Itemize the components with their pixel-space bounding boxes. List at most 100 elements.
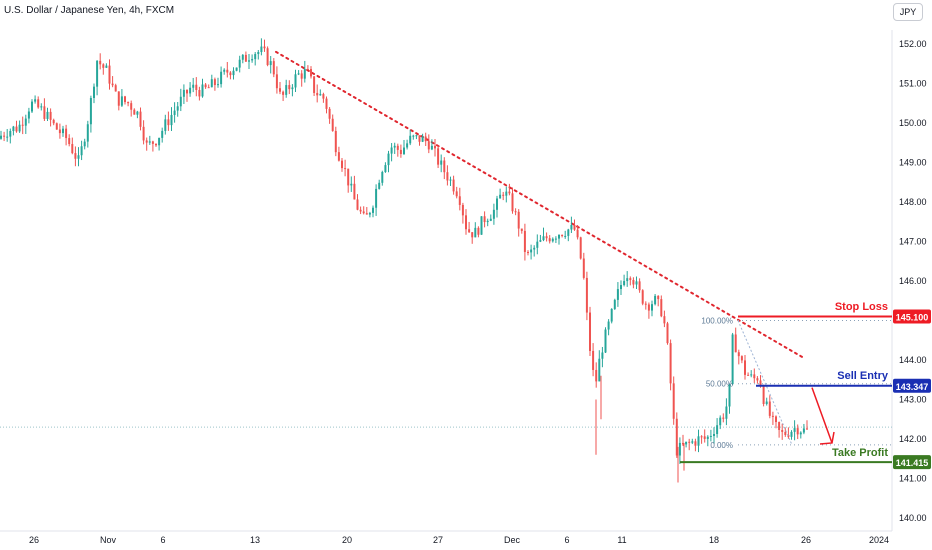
candle-body [564, 235, 567, 237]
candle-body [241, 54, 244, 60]
candle-body [477, 227, 480, 235]
candle-body [613, 299, 616, 309]
candle-body [430, 145, 433, 150]
candle-body [542, 236, 545, 241]
candle-body [626, 278, 629, 282]
candle-body [179, 96, 182, 107]
fib-level-label: 100.00% [701, 317, 733, 326]
candle-body [750, 374, 753, 376]
candle-body [744, 360, 746, 375]
candle-body [142, 126, 145, 141]
candle-body [570, 224, 573, 230]
candle-body [136, 111, 139, 115]
candle-body [682, 442, 684, 445]
candle-body [480, 216, 483, 235]
candle-body [204, 84, 207, 88]
candle-body [285, 85, 288, 95]
candle-body [573, 224, 576, 230]
candle-body [12, 126, 15, 132]
candle-body [409, 135, 412, 144]
candle-body [641, 290, 644, 304]
candle-body [68, 138, 71, 145]
candle-body [316, 92, 319, 96]
candle-body [158, 137, 161, 146]
candle-body [170, 114, 173, 126]
candle-body [598, 358, 601, 382]
y-tick-label: 148.00 [899, 197, 927, 207]
candle-body [771, 415, 774, 417]
candle-body [514, 211, 517, 213]
candle-body [499, 194, 502, 199]
candle-body [582, 258, 585, 278]
y-tick-label: 140.00 [899, 513, 927, 523]
price-tag-bg [893, 455, 931, 470]
y-tick-label: 142.00 [899, 434, 927, 444]
candle-body [52, 119, 55, 124]
candle-body [46, 111, 49, 119]
candle-body [306, 68, 309, 70]
candle-body [607, 321, 610, 330]
candle-body [483, 216, 486, 223]
candle-body [502, 194, 505, 196]
candle-body [288, 85, 291, 90]
x-axis-ticks: 26 Nov 6 13 20 27 Dec 6 11 18 26 2024 [29, 535, 889, 545]
x-tick-label: Nov [100, 535, 117, 545]
candle-body [226, 69, 229, 73]
candle-body [709, 435, 712, 437]
candle-body [176, 106, 179, 111]
candle-body [663, 316, 666, 324]
candle-body [728, 384, 731, 407]
projection-arrow-shaft [811, 387, 833, 444]
candle-body [520, 228, 523, 231]
candle-body [167, 119, 170, 126]
candle-body [725, 406, 728, 419]
candle-body [195, 84, 198, 91]
candle-body [55, 123, 58, 130]
candle-body [697, 436, 700, 446]
candle-body [533, 247, 536, 250]
candle-body [719, 417, 722, 426]
candle-body [527, 251, 529, 253]
x-tick-label: 6 [564, 535, 569, 545]
candle-body [585, 277, 588, 313]
candle-body [164, 119, 167, 131]
level-name: Sell Entry [837, 370, 889, 382]
candle-body [461, 204, 464, 216]
candle-body [703, 436, 706, 439]
candle-body [145, 140, 148, 143]
candle-body [458, 196, 461, 205]
candle-body [595, 369, 598, 382]
candle-body [362, 211, 365, 214]
candle-body [576, 229, 579, 238]
candle-body [31, 101, 33, 112]
candle-body [539, 240, 542, 242]
candle-body [558, 234, 560, 239]
candle-body [151, 141, 154, 144]
price-tags-group: 145.100 143.347 141.415 [893, 309, 931, 470]
candle-body [266, 48, 269, 66]
candle-body [567, 229, 570, 236]
candle-body [254, 54, 257, 60]
candle-body [418, 135, 421, 142]
candle-body [688, 441, 691, 443]
candle-body [446, 172, 449, 181]
candle-body [238, 59, 241, 68]
candle-body [34, 99, 37, 102]
candle-body [148, 141, 151, 143]
candle-body [589, 312, 591, 351]
candle-body [337, 152, 340, 161]
x-tick-label: 27 [433, 535, 443, 545]
candle-body [99, 60, 102, 65]
candle-body [235, 67, 238, 71]
candle-body [331, 118, 334, 131]
candle-body [319, 94, 322, 96]
candle-body [334, 130, 337, 153]
candle-body [768, 401, 771, 416]
candle-body [412, 135, 415, 137]
candle-body [399, 149, 402, 155]
candle-body [796, 428, 799, 435]
candle-body [207, 87, 210, 89]
candle-body [629, 278, 632, 280]
candle-body [111, 83, 114, 86]
currency-button[interactable]: JPY [893, 3, 923, 21]
